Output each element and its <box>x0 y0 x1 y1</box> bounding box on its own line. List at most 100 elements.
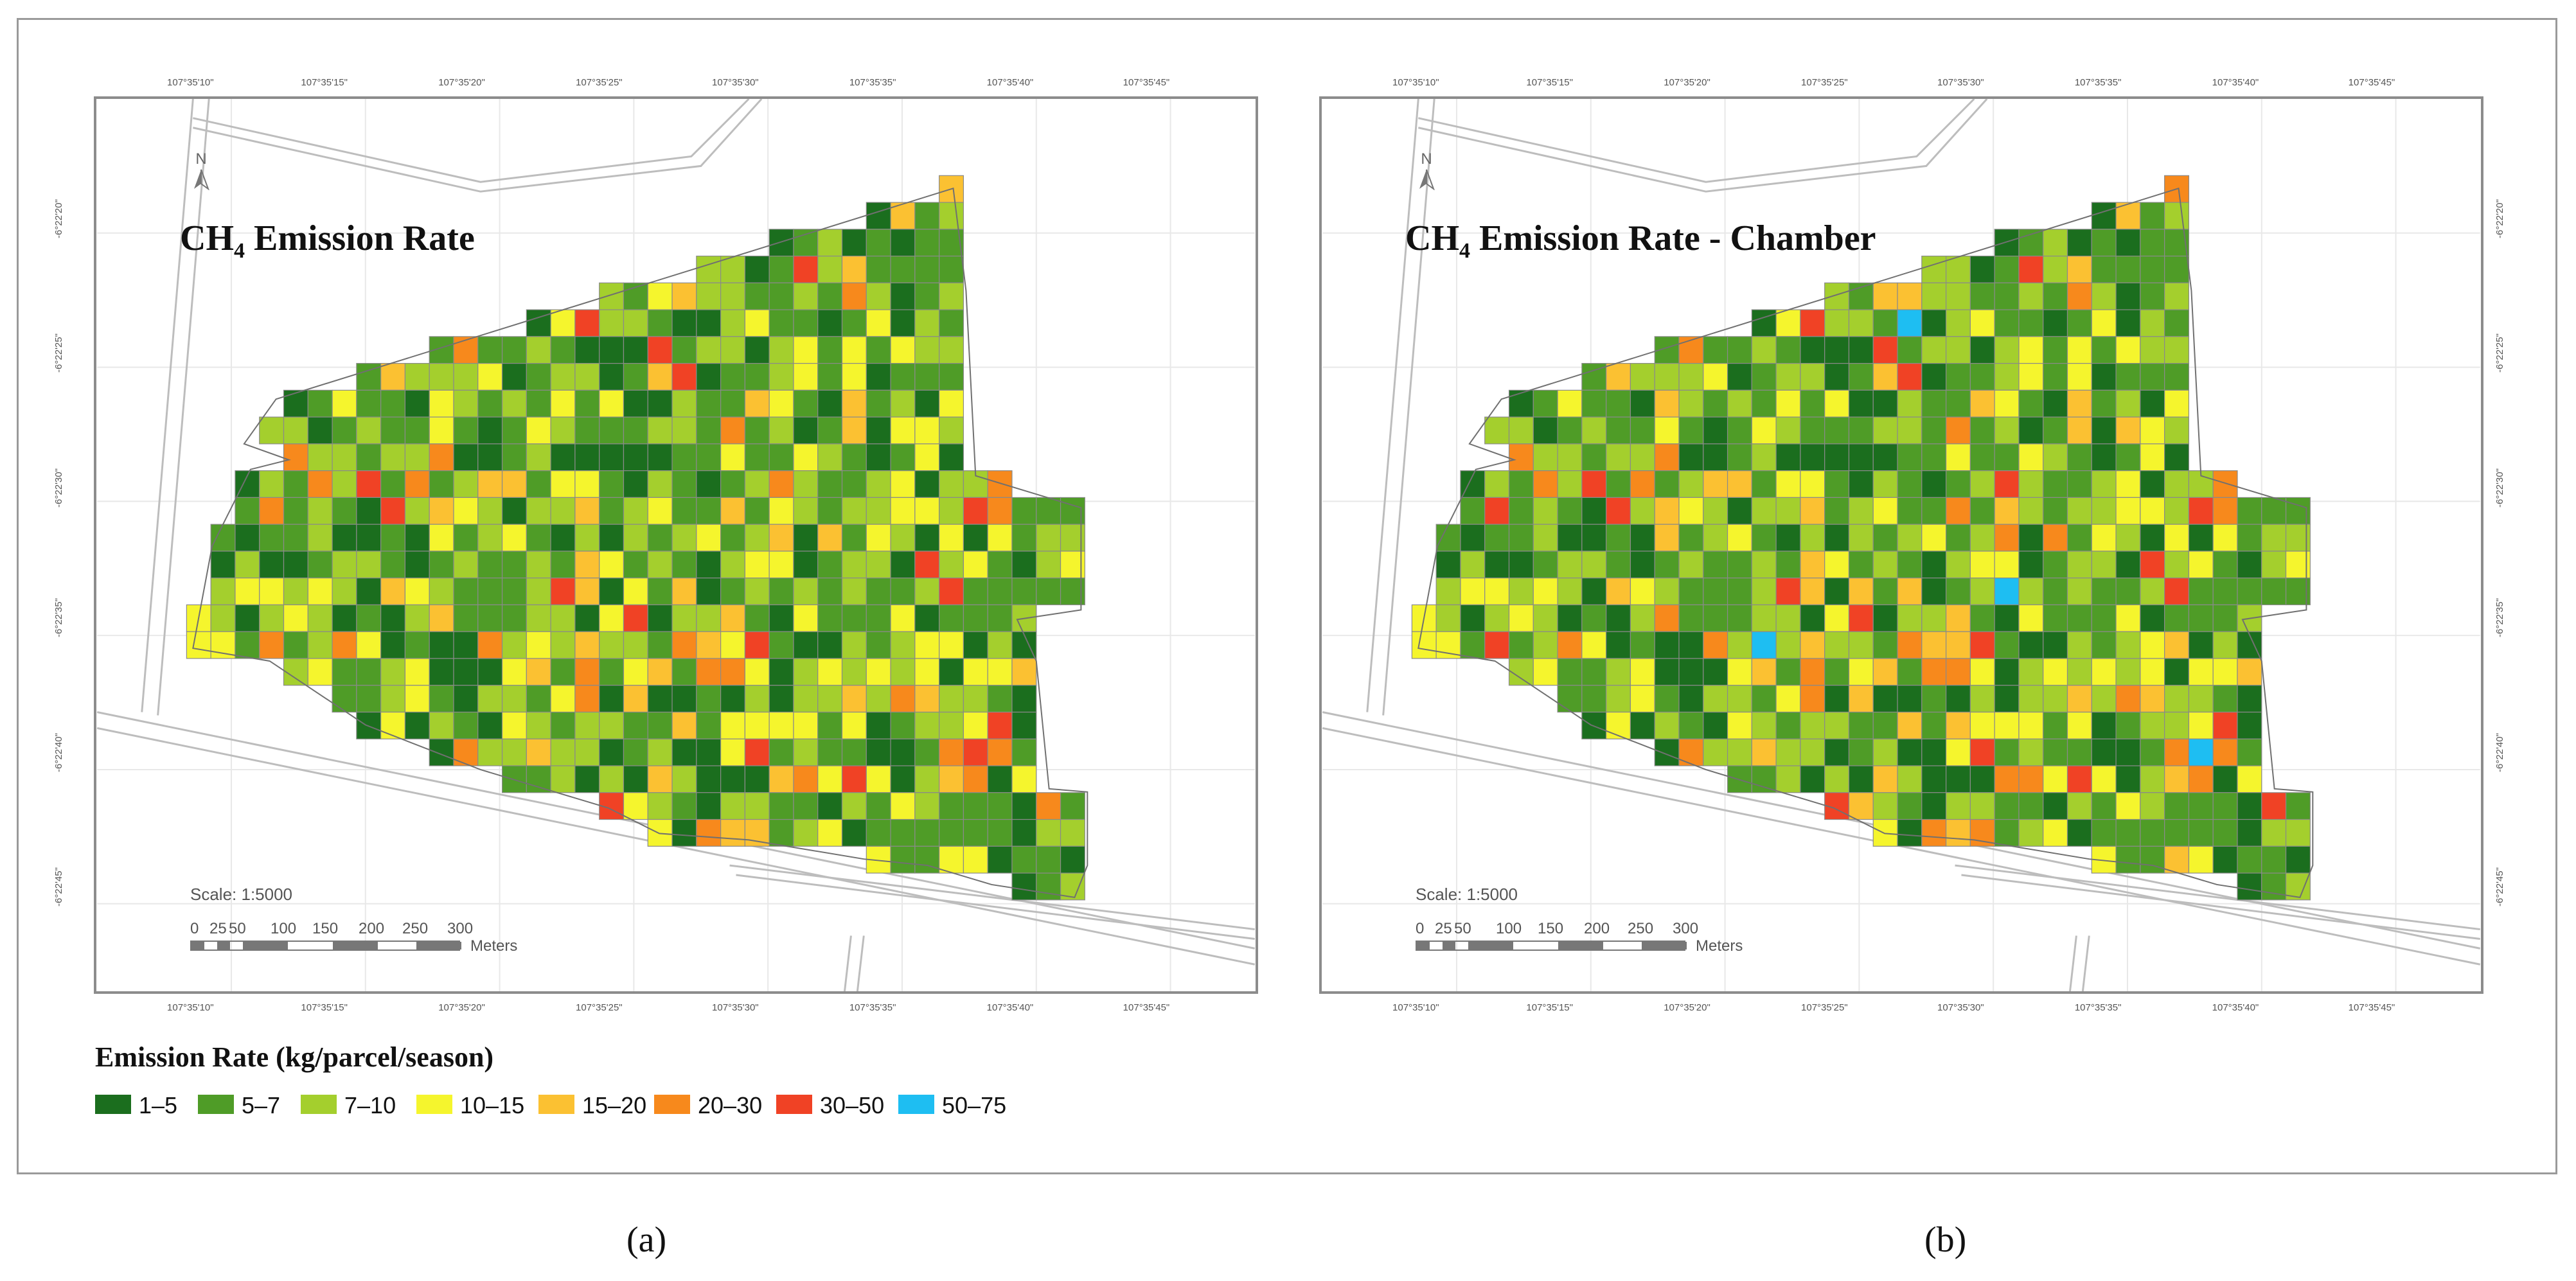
parcel <box>768 818 794 847</box>
parcel <box>283 497 308 525</box>
parcel <box>2212 631 2238 659</box>
parcel <box>1848 738 1874 766</box>
parcel <box>1508 389 1534 418</box>
legend-swatch <box>416 1095 452 1114</box>
parcel <box>1994 255 2020 283</box>
map-panel-b[interactable]: N CH4 Emission Rate - Chamber Scale: 1:5… <box>1319 96 2483 994</box>
parcel <box>2261 578 2287 606</box>
parcel <box>939 631 964 659</box>
longitude-label: 107°35'20" <box>438 77 485 88</box>
parcel <box>235 497 260 525</box>
parcel <box>1727 497 1752 525</box>
latitude-label: -6°22'35" <box>53 598 64 638</box>
parcel <box>1897 792 1923 820</box>
parcel <box>623 416 648 445</box>
panel-label-b: (b) <box>1924 1220 1967 1260</box>
parcel <box>1848 551 1874 579</box>
parcel <box>841 229 867 257</box>
parcel <box>744 497 770 525</box>
parcel <box>793 497 819 525</box>
parcel <box>1994 416 2020 445</box>
parcel <box>1800 363 1825 391</box>
latitude-label: -6°22'30" <box>2494 468 2505 508</box>
scale-tick: 100 <box>271 920 297 937</box>
parcel <box>2066 818 2092 847</box>
parcel <box>1532 497 1558 525</box>
parcel <box>2043 578 2068 606</box>
parcel <box>793 658 819 686</box>
parcel <box>477 524 503 552</box>
parcel <box>2188 818 2214 847</box>
parcel <box>914 309 940 337</box>
north-arrow-icon: N <box>191 150 211 195</box>
parcel <box>1654 470 1680 499</box>
parcel <box>1581 389 1607 418</box>
parcel <box>1036 845 1061 874</box>
parcel <box>1921 738 1947 766</box>
study-area-outline <box>1417 187 2314 898</box>
parcel <box>2212 685 2238 713</box>
parcel <box>793 578 819 606</box>
parcel <box>2091 229 2117 257</box>
parcel <box>477 443 503 472</box>
parcel <box>453 389 479 418</box>
scale-tick: 200 <box>1584 920 1610 937</box>
parcel <box>1872 604 1898 632</box>
parcel <box>939 818 964 847</box>
parcel <box>1775 765 1801 793</box>
parcel <box>1036 524 1061 552</box>
parcel <box>404 524 430 552</box>
parcel <box>1508 578 1534 606</box>
parcel <box>332 631 357 659</box>
parcel <box>1775 524 1801 552</box>
parcel <box>380 389 406 418</box>
longitude-label: 107°35'35" <box>2074 77 2122 88</box>
parcel <box>1751 604 1777 632</box>
parcel <box>429 604 454 632</box>
parcel <box>817 443 843 472</box>
parcel <box>2212 818 2238 847</box>
parcel <box>647 551 673 579</box>
parcel <box>477 685 503 713</box>
parcel <box>1581 524 1607 552</box>
latitude-label: -6°22'40" <box>2494 732 2505 772</box>
parcel <box>817 255 843 283</box>
map-a-canvas[interactable] <box>96 99 1256 991</box>
parcel <box>963 604 988 632</box>
parcel <box>1557 416 1583 445</box>
parcel <box>696 818 722 847</box>
parcel <box>1994 470 2020 499</box>
parcel <box>1654 738 1680 766</box>
parcel <box>671 551 697 579</box>
parcel <box>1800 336 1825 364</box>
parcel <box>1848 389 1874 418</box>
parcel <box>817 336 843 364</box>
parcel <box>720 685 745 713</box>
parcel <box>2140 578 2165 606</box>
parcel <box>1484 497 1510 525</box>
parcel <box>2212 845 2238 874</box>
parcel <box>477 551 503 579</box>
parcel <box>2237 872 2262 901</box>
parcel <box>429 416 454 445</box>
parcel <box>1872 578 1898 606</box>
parcel <box>939 604 964 632</box>
parcel <box>1848 443 1874 472</box>
parcel <box>671 470 697 499</box>
parcel <box>696 443 722 472</box>
parcel <box>1921 255 1947 283</box>
parcel <box>939 389 964 418</box>
parcel <box>744 336 770 364</box>
scale-tick: 300 <box>1673 920 1699 937</box>
parcel <box>550 711 576 739</box>
map-b-canvas[interactable] <box>1322 99 2481 991</box>
parcel <box>2091 765 2117 793</box>
map-panel-a[interactable]: N CH4 Emission Rate Scale: 1:5000 0 25 5… <box>94 96 1258 994</box>
parcel <box>1824 711 1850 739</box>
parcel <box>1824 282 1850 310</box>
parcel <box>1606 389 1631 418</box>
parcel <box>768 711 794 739</box>
parcel <box>2164 497 2190 525</box>
parcel <box>1703 604 1728 632</box>
longitude-label: 107°35'15" <box>301 77 348 88</box>
